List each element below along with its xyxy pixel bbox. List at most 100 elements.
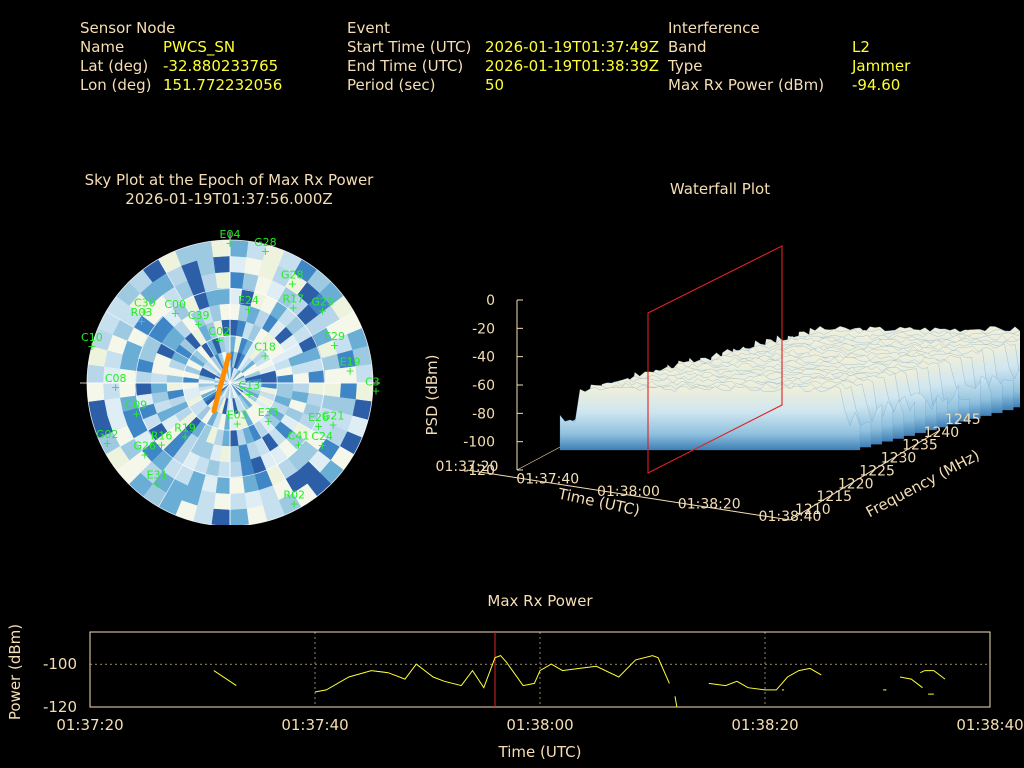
azimuth-spoke — [229, 311, 355, 384]
satellite-marker: +G02 — [96, 428, 119, 450]
sky-cell — [213, 255, 231, 273]
satellite-marker: +C10 — [81, 331, 103, 353]
satellite-plus: + — [318, 439, 327, 452]
satellite-marker: +E33 — [258, 406, 279, 428]
satellite-label: C35 — [365, 376, 380, 389]
satellite-marker: +E19 — [340, 355, 361, 377]
satellite-plus: + — [171, 307, 180, 320]
waterfall-time-marker — [647, 245, 783, 474]
sky-cell — [217, 287, 231, 305]
power-x-axis-label: Time (UTC) — [498, 743, 582, 761]
sky-cell — [308, 370, 326, 384]
sky-cell — [215, 477, 231, 495]
sky-cell — [213, 493, 231, 511]
satellite-label: E03 — [227, 409, 248, 422]
satellite-plus: + — [345, 364, 354, 377]
sky-plot: +E04+G28+G28+G23+R03+R17+E24+E29+E19+C35… — [80, 228, 380, 525]
interference-heading: Interference — [668, 19, 760, 37]
satellite-plus: + — [103, 437, 112, 450]
satellite-plus: + — [180, 431, 189, 444]
satellite-plus: + — [215, 334, 224, 347]
skyplot-title: Sky Plot at the Epoch of Max Rx Power — [84, 171, 374, 189]
satellite-plus: + — [318, 305, 327, 318]
satellite-marker: +C39 — [188, 309, 210, 331]
satellite-marker: +R03 — [131, 306, 153, 328]
satellite-label: G21 — [322, 410, 345, 423]
freq-tick-label: 1230 — [881, 451, 917, 467]
time-axis — [466, 469, 791, 521]
sky-cell — [324, 368, 342, 384]
satellite-plus: + — [244, 303, 253, 316]
freq-tick-label: 1215 — [816, 489, 852, 505]
sky-cell — [229, 508, 249, 525]
time-marker-plane — [647, 245, 783, 474]
sky-cell — [355, 364, 373, 384]
time-tick-label: 01:38:20 — [678, 497, 741, 513]
sky-cell — [229, 461, 243, 479]
power-y-tick-label: -100 — [43, 655, 77, 673]
psd-axis-label: PSD (dBm) — [423, 354, 441, 435]
time-tick-label: 01:38:40 — [759, 509, 822, 525]
satellite-marker: +C00 — [164, 298, 186, 320]
sensor-lon-value: 151.772232056 — [163, 76, 283, 94]
satellite-marker: +G21 — [322, 410, 345, 432]
event-end-value: 2026-01-19T01:38:39Z — [485, 57, 659, 75]
satellite-label: R02 — [283, 489, 305, 502]
satellite-label: C24 — [311, 430, 333, 443]
satellite-plus: + — [289, 302, 298, 315]
satellite-marker: +E24 — [238, 294, 259, 316]
power-labels: 01:37:20 01:37:40 01:38:00 01:38:20 01:38:40… — [6, 624, 1024, 761]
freq-axis — [789, 429, 941, 521]
satellite-label: C00 — [164, 298, 186, 311]
azimuth-spoke — [229, 258, 302, 384]
satellite-marker: +C13 — [238, 379, 260, 401]
sensor-heading: Sensor Node — [80, 19, 176, 37]
event-end-label: End Time (UTC) — [347, 57, 464, 75]
satellite-plus: + — [233, 418, 242, 431]
waterfall-surface — [559, 325, 1020, 451]
sensor-lat-value: -32.880233765 — [163, 57, 279, 75]
satellite-label: E33 — [258, 406, 279, 419]
satellite-label: C39 — [188, 309, 210, 322]
satellite-label: E19 — [340, 355, 361, 368]
satellite-label: G28 — [281, 268, 304, 281]
power-x-tick-label: 01:38:00 — [506, 716, 573, 734]
satellite-plus: + — [194, 318, 203, 331]
satellite-label: C02 — [208, 325, 230, 338]
satellite-marker: +C18 — [254, 341, 276, 363]
power-y-axis-label: Power (dBm) — [6, 624, 24, 720]
satellite-marker: +G23 — [311, 296, 334, 318]
satellite-plus: + — [111, 381, 120, 394]
interference-band-label: Band — [668, 38, 707, 56]
satellite-label: R16 — [151, 430, 173, 443]
satellite-label: E29 — [324, 330, 345, 343]
satellite-marker: +C41 — [288, 430, 310, 452]
satellite-plus: + — [153, 477, 162, 490]
satellite-marker: +R02 — [283, 489, 305, 511]
satellite-marker: +C24 — [311, 430, 333, 452]
time-tick-label: 01:37:40 — [516, 472, 579, 488]
azimuth-spoke — [229, 382, 302, 508]
power-segment — [314, 655, 670, 693]
satellite-plus: + — [260, 350, 269, 363]
sky-plot-background — [87, 240, 373, 525]
azimuth-spoke — [105, 382, 231, 455]
satellite-plus: + — [225, 237, 234, 250]
power-y-tick-label: -120 — [43, 698, 77, 716]
satellite-markers: +E04+G28+G28+G23+R03+R17+E24+E29+E19+C35… — [81, 228, 380, 510]
satellite-marker: +E26 — [308, 411, 329, 433]
satellite-plus: + — [140, 306, 149, 319]
satellite-marker: +E04 — [220, 228, 241, 250]
interference-maxrx-label: Max Rx Power (dBm) — [668, 76, 825, 94]
satellite-marker: +C02 — [208, 325, 230, 347]
satellite-plus: + — [371, 385, 380, 398]
skyplot-subtitle: 2026-01-19T01:37:56.000Z — [125, 190, 333, 208]
freq-tick-label: 1210 — [795, 502, 831, 518]
z-tick-label: -100 — [463, 435, 495, 451]
sky-cell — [118, 382, 136, 398]
power-series — [213, 655, 946, 707]
event-heading: Event — [347, 19, 390, 37]
sky-cell — [87, 382, 105, 402]
z-tick-label: -120 — [463, 463, 495, 479]
